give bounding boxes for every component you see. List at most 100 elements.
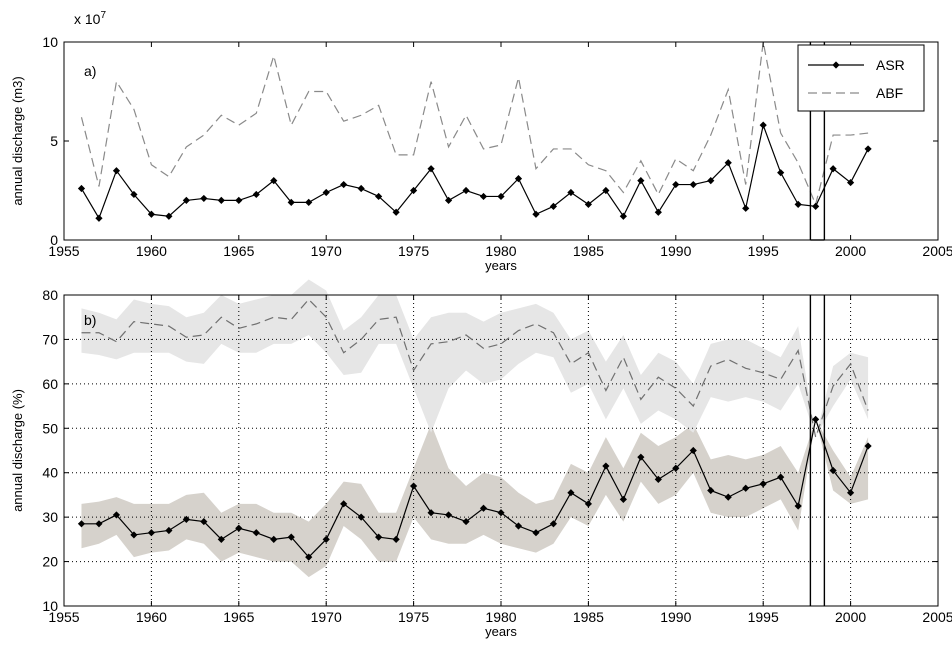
data-point-asr xyxy=(235,196,243,204)
legend-label-abf: ABF xyxy=(876,85,903,101)
data-point-asr xyxy=(252,529,260,537)
panel-b-chart: 1955 1960 1965 1970 1975 1980 1985 1990 1995 2000… xyxy=(10,279,952,639)
panel-b-label: b) xyxy=(84,312,96,328)
data-point-asr xyxy=(130,531,138,539)
x-tick-label: 1970 xyxy=(311,609,342,625)
data-point-asr xyxy=(619,212,627,220)
data-point-asr xyxy=(427,165,435,173)
data-point-asr xyxy=(392,535,400,543)
legend: ASR ABF xyxy=(797,44,925,112)
data-point-asr xyxy=(200,194,208,203)
x-tick-label: 1985 xyxy=(573,243,604,259)
data-point-asr xyxy=(672,180,680,189)
data-point-asr xyxy=(340,180,348,189)
x-tick-label: 1955 xyxy=(48,609,79,625)
x-tick-label: 2000 xyxy=(835,609,866,625)
data-point-asr xyxy=(812,202,820,210)
data-point-asr xyxy=(375,533,383,541)
x-tick-label: 1985 xyxy=(573,609,604,625)
x-tick-label: 1995 xyxy=(748,243,779,259)
y-tick-label: 70 xyxy=(42,331,58,347)
data-point-asr xyxy=(305,553,313,561)
data-point-asr xyxy=(147,210,155,218)
data-point-asr xyxy=(742,204,750,212)
data-point-asr xyxy=(549,520,558,528)
data-point-asr xyxy=(672,464,680,472)
data-point-asr xyxy=(864,145,872,153)
data-point-asr xyxy=(322,188,330,197)
y-tick-label: 60 xyxy=(42,376,58,392)
x-tick-label: 1990 xyxy=(660,609,691,625)
data-point-asr xyxy=(637,177,645,185)
data-point-asr xyxy=(532,210,540,218)
data-point-asr xyxy=(287,198,295,206)
data-point-asr xyxy=(444,511,453,519)
data-point-asr xyxy=(584,200,592,208)
data-point-asr xyxy=(375,192,383,201)
data-point-asr xyxy=(689,180,697,189)
y-tick-label: 30 xyxy=(42,509,58,525)
data-point-asr xyxy=(200,517,208,526)
data-point-asr xyxy=(812,415,820,423)
data-point-asr xyxy=(567,489,575,497)
data-point-asr xyxy=(707,177,715,185)
data-point-asr xyxy=(479,192,488,201)
data-point-asr xyxy=(112,167,121,175)
x-tick-label: 1990 xyxy=(660,243,691,259)
data-point-asr xyxy=(514,522,523,530)
x-tick-label: 1960 xyxy=(136,609,167,625)
data-point-asr xyxy=(479,504,488,512)
legend-marker-asr xyxy=(832,61,840,69)
data-point-asr xyxy=(794,200,802,208)
panel-b-y-axis-label: annual discharge (%) xyxy=(10,389,25,512)
data-point-asr xyxy=(392,208,400,216)
y-tick-label: 0 xyxy=(50,232,58,248)
data-point-asr xyxy=(270,177,278,185)
y-tick-label: 50 xyxy=(42,420,58,436)
data-point-asr xyxy=(759,480,767,488)
legend-box xyxy=(797,44,925,112)
series-line-abf xyxy=(80,41,869,207)
data-point-asr xyxy=(165,212,173,220)
data-point-asr xyxy=(637,453,645,461)
data-point-asr xyxy=(497,192,505,201)
data-point-asr xyxy=(77,184,86,193)
data-point-asr xyxy=(165,526,173,535)
x-tick-label: 1995 xyxy=(748,609,779,625)
data-point-asr xyxy=(410,186,418,195)
data-point-asr xyxy=(497,509,505,517)
data-point-asr xyxy=(322,535,330,543)
x-tick-label: 1975 xyxy=(398,609,429,625)
data-point-asr xyxy=(270,535,278,543)
legend-label-asr: ASR xyxy=(876,57,905,73)
y-tick-label: 20 xyxy=(42,554,58,570)
data-point-asr xyxy=(410,482,418,490)
data-point-asr xyxy=(340,500,348,508)
data-point-asr xyxy=(724,159,732,167)
y-tick-label: 10 xyxy=(42,34,58,50)
data-point-asr xyxy=(794,502,802,510)
data-point-asr xyxy=(567,188,575,197)
data-point-asr xyxy=(742,484,750,492)
y-tick-label: 80 xyxy=(42,287,58,303)
data-point-asr xyxy=(182,515,190,523)
data-point-asr xyxy=(95,520,103,528)
data-point-asr xyxy=(217,196,225,204)
data-point-asr xyxy=(777,169,785,177)
data-point-asr xyxy=(847,178,855,187)
panel-a-y-multiplier: x 107 xyxy=(74,10,106,27)
x-tick-label: 1955 xyxy=(48,243,79,259)
data-point-asr xyxy=(112,511,121,519)
data-point-asr xyxy=(252,190,260,199)
data-point-asr xyxy=(462,186,470,195)
data-point-asr xyxy=(95,214,103,222)
data-point-asr xyxy=(654,475,662,483)
data-point-asr xyxy=(357,184,365,193)
series-line-asr xyxy=(81,417,869,559)
data-point-asr xyxy=(654,208,662,216)
y-tick-label: 5 xyxy=(50,133,58,149)
x-tick-label: 2005 xyxy=(922,609,952,625)
data-point-asr xyxy=(514,175,523,183)
data-point-asr xyxy=(864,442,872,450)
